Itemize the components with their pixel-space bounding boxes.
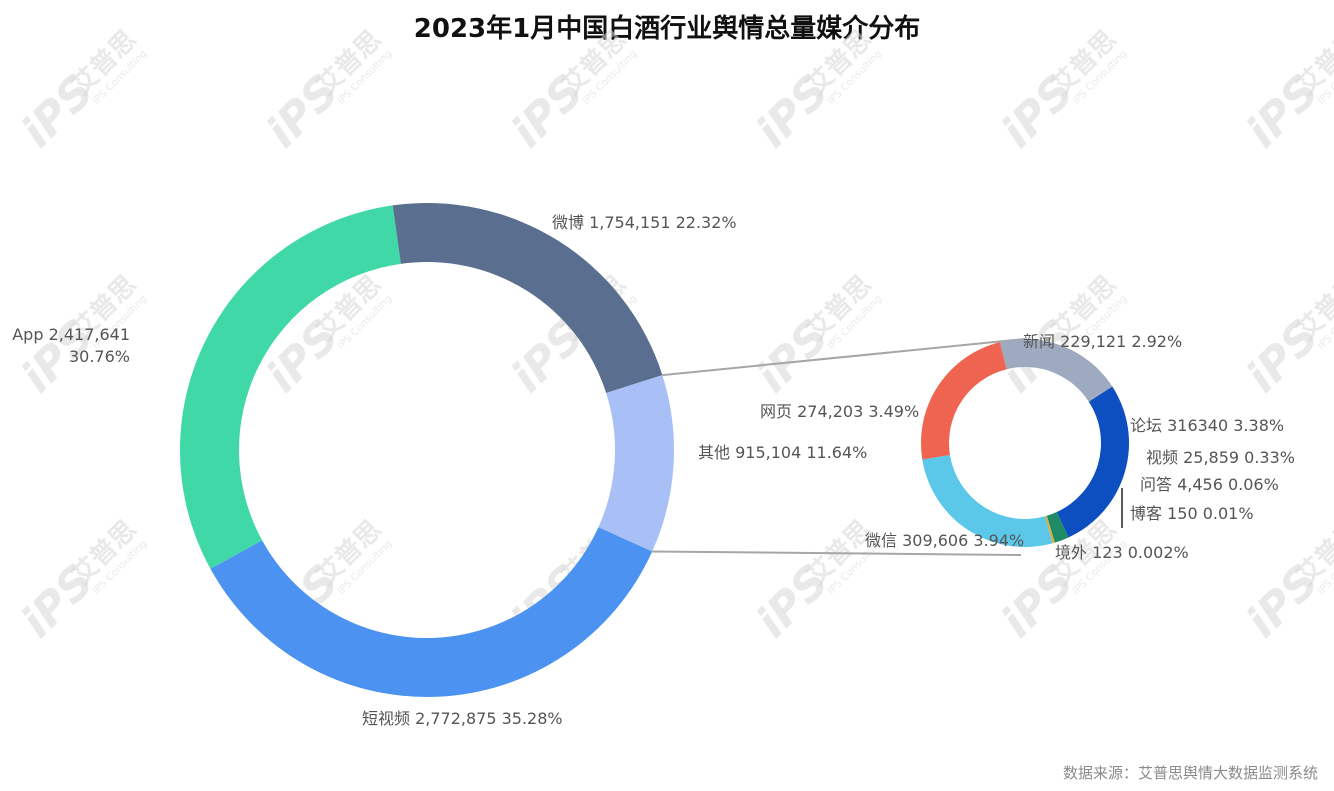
main-slice-0 xyxy=(392,203,663,393)
sub-slice-1 xyxy=(1056,386,1129,538)
main-donut xyxy=(179,203,674,698)
label-forum: 论坛 316340 3.38% xyxy=(1130,416,1284,435)
sub-slice-3 xyxy=(1045,515,1055,544)
slice-labels: 微博 1,754,151 22.32% 其他 915,104 11.64% 短视频 … xyxy=(12,213,1295,728)
sub-slice-6 xyxy=(922,455,1053,547)
label-qa: 问答 4,456 0.06% xyxy=(1140,475,1279,494)
source-note: 数据来源：艾普思舆情大数据监测系统 xyxy=(1062,764,1318,782)
sub-slice-5 xyxy=(1044,516,1053,544)
breakdown-donut xyxy=(920,338,1129,547)
label-overseas: 境外 123 0.002% xyxy=(1055,543,1189,562)
label-short-video: 短视频 2,772,875 35.28% xyxy=(362,709,563,728)
connector-line-top xyxy=(662,338,1026,377)
sub-slice-7 xyxy=(920,342,1007,460)
label-app: App 2,417,641 30.76% xyxy=(12,325,130,366)
label-weibo: 微博 1,754,151 22.32% xyxy=(552,213,737,232)
label-blog: 博客 150 0.01% xyxy=(1130,504,1254,523)
label-other: 其他 915,104 11.64% xyxy=(698,443,867,462)
main-slice-1 xyxy=(598,375,674,552)
sub-slice-4 xyxy=(1044,516,1053,544)
label-wechat: 微信 309,606 3.94% xyxy=(865,531,1024,550)
chart-title: 2023年1月中国白酒行业舆情总量媒介分布 xyxy=(413,14,921,44)
connector-lines xyxy=(652,338,1123,556)
connector-line-bottom xyxy=(652,550,1022,556)
sub-slice-0 xyxy=(999,338,1113,402)
sub-slice-2 xyxy=(1046,512,1069,543)
label-web: 网页 274,203 3.49% xyxy=(760,402,919,421)
label-video: 视频 25,859 0.33% xyxy=(1146,448,1295,467)
label-news: 新闻 229,121 2.92% xyxy=(1023,332,1182,351)
main-slice-2 xyxy=(210,527,653,698)
main-slice-3 xyxy=(179,205,401,569)
